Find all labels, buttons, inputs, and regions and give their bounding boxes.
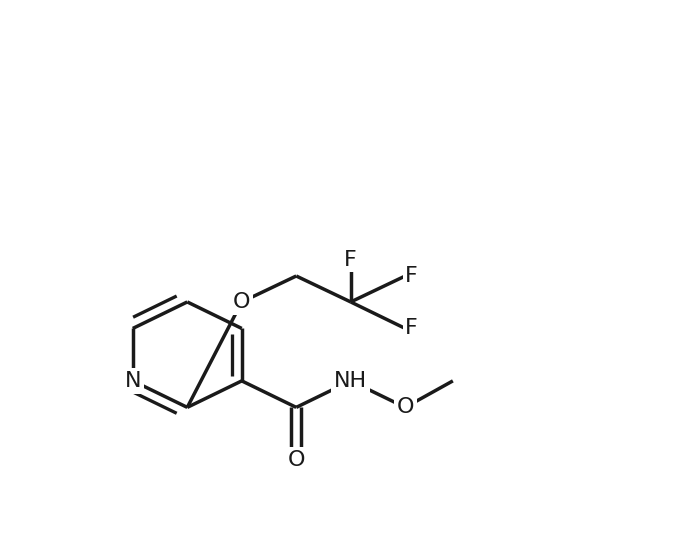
Text: F: F: [405, 319, 418, 338]
Text: N: N: [125, 371, 141, 391]
Text: F: F: [345, 250, 357, 269]
Text: O: O: [287, 450, 305, 470]
Text: F: F: [405, 266, 418, 286]
Text: O: O: [396, 397, 414, 417]
Text: O: O: [233, 292, 251, 312]
Text: NH: NH: [334, 371, 367, 391]
